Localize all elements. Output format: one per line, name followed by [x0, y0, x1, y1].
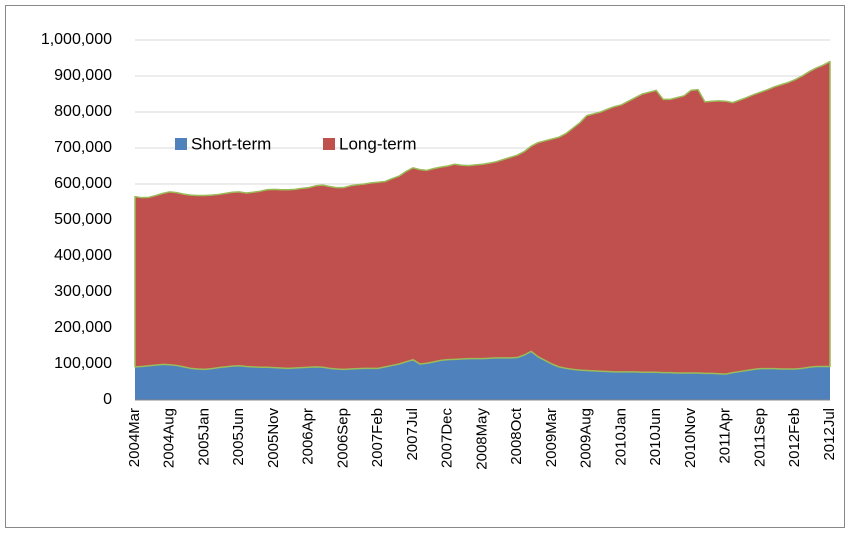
x-tick-label: 2008May	[473, 408, 490, 470]
x-tick-label: 2011Apr	[717, 408, 734, 464]
x-tick-label: 2005Jun	[230, 408, 247, 466]
x-tick-label: 2006Sep	[334, 408, 351, 468]
y-tick-label: 300,000	[54, 283, 112, 300]
x-tick-label: 2007Dec	[439, 408, 456, 469]
y-tick-label: 100,000	[54, 355, 112, 372]
x-tick-label: 2009Mar	[543, 408, 560, 467]
y-tick-label: 600,000	[54, 175, 112, 192]
x-tick-label: 2006Apr	[300, 408, 317, 465]
y-tick-label: 700,000	[54, 139, 112, 156]
y-tick-label: 900,000	[54, 67, 112, 84]
x-tick-label: 2004Aug	[161, 408, 178, 468]
x-tick-label: 2010Jun	[647, 408, 664, 466]
legend-swatch	[175, 138, 187, 150]
legend-swatch	[323, 138, 335, 150]
y-tick-label: 800,000	[54, 103, 112, 120]
y-tick-label: 1,000,000	[41, 31, 112, 48]
x-tick-label: 2004Mar	[126, 408, 143, 467]
x-tick-label: 2005Nov	[265, 408, 282, 469]
area	[135, 351, 830, 400]
area	[134, 60, 831, 375]
x-tick-label: 2012Feb	[786, 408, 803, 467]
y-tick-label: 400,000	[54, 247, 112, 264]
x-tick-label: 2009Aug	[578, 408, 595, 468]
x-tick-label: 2007Jul	[404, 408, 421, 461]
x-tick-label: 2011Sep	[751, 408, 768, 467]
chart-frame	[5, 5, 845, 528]
x-tick-label: 2012Jul	[821, 408, 838, 461]
x-tick-label: 2008Oct	[508, 407, 525, 465]
legend-label: Long-term	[339, 134, 416, 153]
x-tick-label: 2005Jan	[195, 408, 212, 466]
x-tick-label: 2010Jan	[612, 408, 629, 466]
x-tick-label: 2010Nov	[682, 408, 699, 469]
y-tick-label: 200,000	[54, 319, 112, 336]
y-tick-label: 0	[103, 391, 112, 408]
y-tick-label: 500,000	[54, 211, 112, 228]
legend-label: Short-term	[191, 134, 271, 153]
x-tick-label: 2007Feb	[369, 408, 386, 467]
